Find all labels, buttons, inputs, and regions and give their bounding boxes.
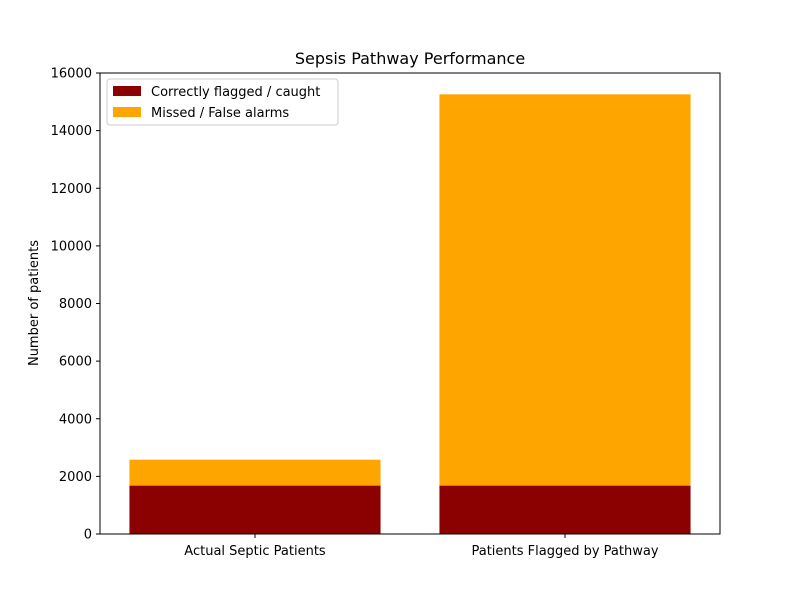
y-tick-label: 2000 bbox=[59, 470, 92, 485]
plot-frame bbox=[99, 72, 721, 535]
legend-swatch bbox=[113, 107, 141, 117]
y-tick-label: 4000 bbox=[59, 412, 92, 427]
y-tick-label: 14000 bbox=[51, 124, 92, 139]
y-axis: 0 2000 4000 6000 8000 10000 12000 14000 16000 bbox=[51, 67, 100, 543]
y-tick-label: 16000 bbox=[51, 67, 92, 82]
x-tick-label: Patients Flagged by Pathway bbox=[471, 544, 658, 559]
y-tick-label: 6000 bbox=[59, 355, 92, 370]
y-axis-label: Number of patients bbox=[27, 240, 42, 366]
y-tick-label: 8000 bbox=[59, 297, 92, 312]
y-tick-label: 0 bbox=[84, 528, 92, 543]
bar-segment bbox=[129, 459, 381, 486]
chart-title: Sepsis Pathway Performance bbox=[295, 49, 525, 68]
y-tick-label: 12000 bbox=[51, 182, 92, 197]
bar-segment bbox=[129, 485, 381, 534]
legend: Correctly flagged / caught Missed / False… bbox=[106, 78, 339, 126]
legend-box bbox=[106, 78, 339, 126]
bars-group bbox=[129, 94, 691, 534]
legend-label: Correctly flagged / caught bbox=[151, 85, 320, 100]
bar-segment bbox=[439, 485, 691, 534]
y-tick-label: 10000 bbox=[51, 239, 92, 254]
x-axis: Actual Septic Patients Patients Flagged b… bbox=[184, 534, 659, 559]
x-tick-label: Actual Septic Patients bbox=[184, 544, 326, 559]
bar-segment bbox=[439, 94, 691, 486]
legend-label: Missed / False alarms bbox=[151, 106, 289, 121]
legend-swatch bbox=[113, 86, 141, 96]
